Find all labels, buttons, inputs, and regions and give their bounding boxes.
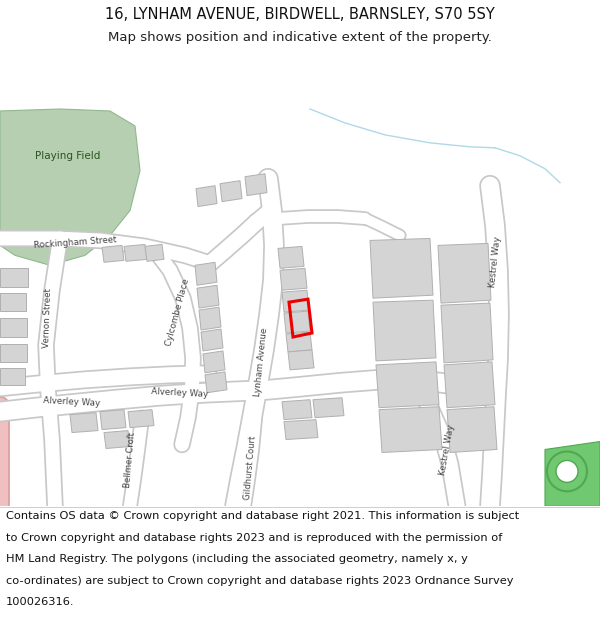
Polygon shape: [438, 243, 491, 303]
Text: Vernon Street: Vernon Street: [43, 288, 53, 348]
Polygon shape: [196, 186, 217, 207]
Text: Alverley Way: Alverley Way: [43, 396, 101, 408]
Polygon shape: [282, 400, 312, 419]
Polygon shape: [286, 332, 312, 352]
Polygon shape: [444, 362, 495, 408]
Polygon shape: [370, 238, 433, 298]
Text: 16, LYNHAM AVENUE, BIRDWELL, BARNSLEY, S70 5SY: 16, LYNHAM AVENUE, BIRDWELL, BARNSLEY, S…: [105, 7, 495, 22]
Polygon shape: [0, 368, 25, 385]
Polygon shape: [0, 268, 28, 288]
Text: Cylcombe Place: Cylcombe Place: [164, 278, 191, 347]
Polygon shape: [100, 409, 126, 429]
Text: 100026316.: 100026316.: [6, 598, 74, 608]
Polygon shape: [201, 329, 223, 351]
Text: Rockingham Street: Rockingham Street: [33, 235, 117, 250]
Text: Lynham Avenue: Lynham Avenue: [253, 327, 269, 397]
Polygon shape: [280, 268, 307, 290]
Polygon shape: [203, 351, 225, 373]
Text: Bellmer Croft: Bellmer Croft: [123, 431, 137, 488]
Polygon shape: [284, 311, 310, 333]
Text: to Crown copyright and database rights 2023 and is reproduced with the permissio: to Crown copyright and database rights 2…: [6, 532, 502, 542]
Text: co-ordinates) are subject to Crown copyright and database rights 2023 Ordnance S: co-ordinates) are subject to Crown copyr…: [6, 576, 514, 586]
Polygon shape: [0, 109, 140, 265]
Polygon shape: [0, 344, 27, 362]
Polygon shape: [376, 362, 439, 408]
Text: Kestrel Way: Kestrel Way: [438, 423, 456, 476]
Polygon shape: [205, 372, 227, 392]
Polygon shape: [0, 318, 27, 337]
Polygon shape: [104, 431, 130, 449]
Polygon shape: [102, 246, 124, 262]
Polygon shape: [373, 300, 436, 361]
Polygon shape: [199, 307, 221, 330]
Text: Gildhurst Court: Gildhurst Court: [243, 435, 257, 500]
Polygon shape: [145, 244, 164, 261]
Text: Alverley Way: Alverley Way: [151, 387, 209, 399]
Polygon shape: [278, 246, 304, 268]
Text: Kestrel Way: Kestrel Way: [488, 236, 502, 288]
Polygon shape: [282, 290, 309, 312]
Polygon shape: [197, 285, 219, 308]
Polygon shape: [288, 350, 314, 370]
Text: Playing Field: Playing Field: [35, 151, 101, 161]
Circle shape: [547, 451, 587, 491]
Polygon shape: [545, 441, 600, 506]
Polygon shape: [0, 293, 26, 311]
Polygon shape: [124, 244, 147, 261]
Text: HM Land Registry. The polygons (including the associated geometry, namely x, y: HM Land Registry. The polygons (includin…: [6, 554, 468, 564]
Polygon shape: [313, 398, 344, 418]
Polygon shape: [441, 303, 493, 363]
Polygon shape: [220, 181, 242, 202]
Circle shape: [556, 461, 578, 482]
Polygon shape: [128, 409, 154, 428]
Polygon shape: [195, 262, 217, 285]
Polygon shape: [245, 174, 267, 196]
Polygon shape: [447, 407, 497, 452]
Polygon shape: [379, 407, 442, 452]
Text: Contains OS data © Crown copyright and database right 2021. This information is : Contains OS data © Crown copyright and d…: [6, 511, 519, 521]
Polygon shape: [70, 412, 98, 432]
Text: Map shows position and indicative extent of the property.: Map shows position and indicative extent…: [108, 31, 492, 44]
Polygon shape: [284, 419, 318, 439]
